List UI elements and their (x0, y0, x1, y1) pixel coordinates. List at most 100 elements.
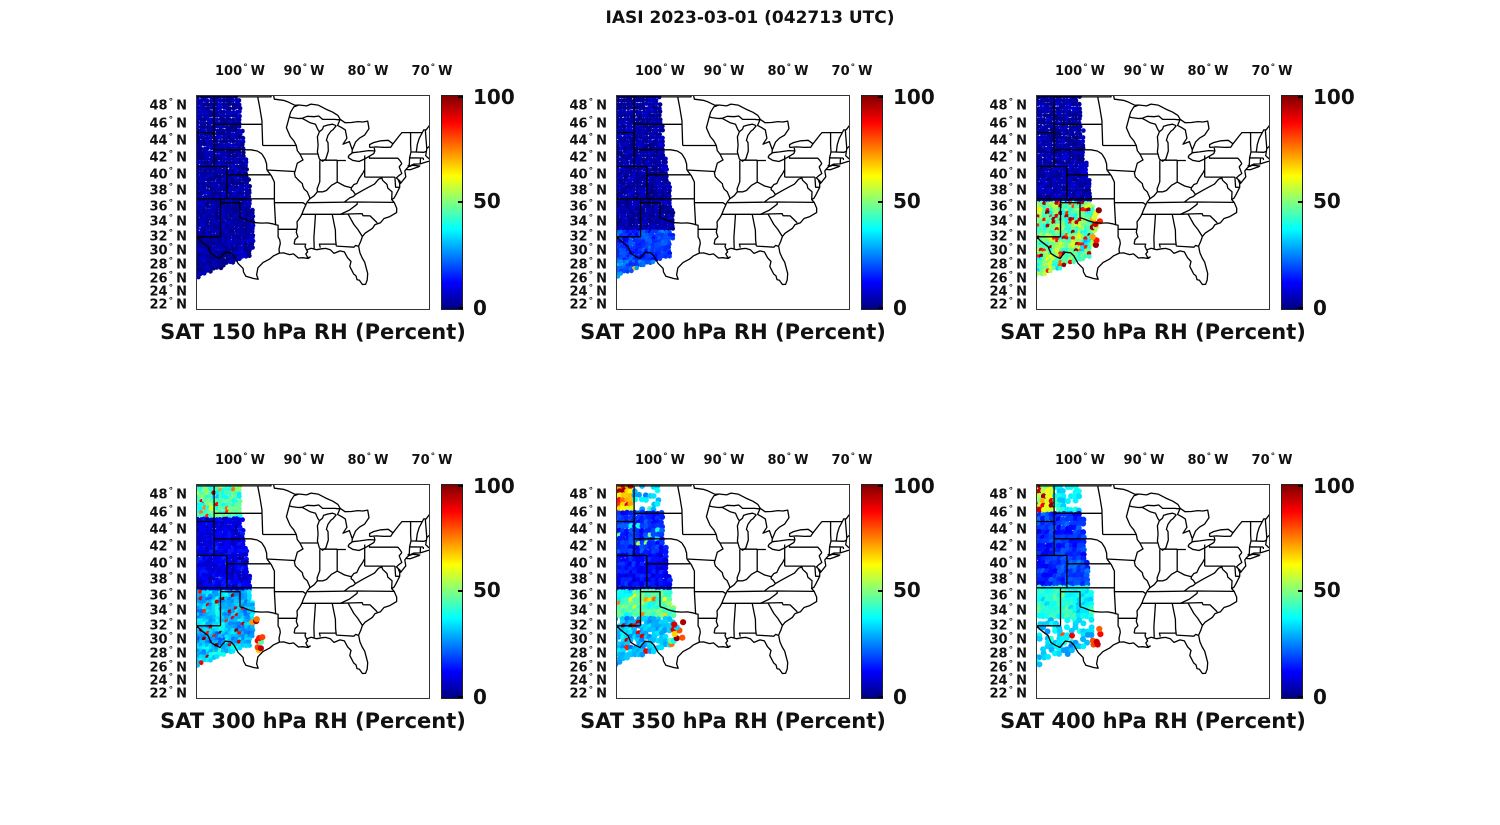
degree-symbol: ° (168, 270, 174, 281)
state-boundaries (1036, 484, 1270, 675)
degree-symbol: ° (1008, 538, 1014, 549)
state-boundaries (616, 95, 850, 286)
colorbar-tick-100: 100 (473, 85, 515, 109)
degree-symbol: ° (1083, 63, 1088, 73)
lon-tick-100w: 100° W (215, 452, 265, 469)
degree-symbol: ° (588, 685, 594, 696)
colorbar-tick-100: 100 (1313, 85, 1355, 109)
degree-symbol: ° (588, 132, 594, 143)
lat-tick-38n: 38° N (569, 182, 607, 199)
degree-symbol: ° (243, 452, 248, 462)
colorbar-tick-100: 100 (893, 85, 935, 109)
degree-symbol: ° (366, 63, 372, 73)
degree-symbol: ° (722, 63, 728, 73)
lat-tick-26n: 26° N (569, 659, 607, 676)
degree-symbol: ° (1008, 97, 1014, 108)
colorbar-tick-mark-0 (878, 696, 883, 698)
lat-tick-40n: 40° N (149, 555, 187, 572)
degree-symbol: ° (168, 97, 174, 108)
degree-symbol: ° (588, 504, 594, 515)
degree-symbol: ° (1008, 213, 1014, 224)
colorbar-tick-mark-50 (878, 590, 883, 592)
state-boundaries (196, 484, 430, 675)
degree-symbol: ° (302, 63, 308, 73)
degree-symbol: ° (366, 452, 372, 462)
colorbar-tick-mark-100 (878, 485, 883, 487)
colorbar-tick-100: 100 (1313, 474, 1355, 498)
colorbar-tick-0: 0 (1313, 296, 1327, 320)
degree-symbol: ° (588, 166, 594, 177)
lon-tick-80w: 80° W (347, 452, 389, 469)
degree-symbol: ° (588, 242, 594, 253)
map-frame (616, 95, 850, 310)
degree-symbol: ° (243, 63, 248, 73)
panel-title-sat-300: SAT 300 hPa RH (Percent) (160, 709, 466, 733)
degree-symbol: ° (168, 521, 174, 532)
degree-symbol: ° (588, 538, 594, 549)
degree-symbol: ° (588, 587, 594, 598)
degree-symbol: ° (168, 296, 174, 307)
lat-tick-22n: 22° N (989, 296, 1027, 313)
lat-tick-48n: 48° N (989, 486, 1027, 503)
colorbar-tick-mark-100 (878, 96, 883, 98)
lat-tick-26n: 26° N (989, 270, 1027, 287)
degree-symbol: ° (722, 452, 728, 462)
colorbar-tick-mark-50 (458, 201, 463, 203)
degree-symbol: ° (1008, 631, 1014, 642)
lat-tick-34n: 34° N (989, 602, 1027, 619)
degree-symbol: ° (1270, 452, 1276, 462)
degree-symbol: ° (168, 645, 174, 656)
colorbar-tick-mark-100 (458, 485, 463, 487)
lon-tick-90w: 90° W (283, 452, 325, 469)
colorbar-tick-0: 0 (893, 296, 907, 320)
lat-tick-42n: 42° N (989, 538, 1027, 555)
lon-tick-80w: 80° W (767, 63, 809, 80)
lat-tick-32n: 32° N (989, 617, 1027, 634)
colorbar-tick-50: 50 (1313, 578, 1341, 602)
lon-tick-70w: 70° W (1251, 452, 1293, 469)
degree-symbol: ° (430, 63, 436, 73)
degree-symbol: ° (1142, 63, 1148, 73)
lat-tick-34n: 34° N (989, 213, 1027, 230)
degree-symbol: ° (168, 571, 174, 582)
degree-symbol: ° (1008, 132, 1014, 143)
degree-symbol: ° (1008, 645, 1014, 656)
lat-tick-24n: 24° N (569, 283, 607, 300)
lat-tick-40n: 40° N (569, 555, 607, 572)
lat-tick-34n: 34° N (149, 213, 187, 230)
lon-tick-100w: 100° W (635, 452, 685, 469)
degree-symbol: ° (588, 149, 594, 160)
degree-symbol: ° (1008, 602, 1014, 613)
degree-symbol: ° (1008, 486, 1014, 497)
lat-tick-46n: 46° N (989, 115, 1027, 132)
degree-symbol: ° (168, 132, 174, 143)
us-map-sat-350 (616, 484, 850, 699)
lat-tick-32n: 32° N (569, 228, 607, 245)
degree-symbol: ° (1008, 242, 1014, 253)
colorbar-tick-mark-0 (1298, 696, 1303, 698)
lon-tick-80w: 80° W (347, 63, 389, 80)
lon-tick-70w: 70° W (831, 63, 873, 80)
lat-tick-44n: 44° N (569, 521, 607, 538)
lat-tick-24n: 24° N (149, 672, 187, 689)
degree-symbol: ° (168, 283, 174, 294)
degree-symbol: ° (588, 659, 594, 670)
lon-tick-70w: 70° W (411, 452, 453, 469)
degree-symbol: ° (1270, 63, 1276, 73)
lat-tick-22n: 22° N (149, 296, 187, 313)
degree-symbol: ° (168, 538, 174, 549)
degree-symbol: ° (168, 587, 174, 598)
map-frame (616, 484, 850, 699)
degree-symbol: ° (168, 486, 174, 497)
degree-symbol: ° (1142, 452, 1148, 462)
lat-tick-38n: 38° N (149, 182, 187, 199)
state-boundaries (616, 484, 850, 675)
lat-tick-46n: 46° N (989, 504, 1027, 521)
degree-symbol: ° (168, 182, 174, 193)
lon-tick-80w: 80° W (1187, 452, 1229, 469)
lat-tick-42n: 42° N (149, 149, 187, 166)
colorbar-tick-mark-100 (1298, 485, 1303, 487)
degree-symbol: ° (588, 296, 594, 307)
degree-symbol: ° (1008, 149, 1014, 160)
